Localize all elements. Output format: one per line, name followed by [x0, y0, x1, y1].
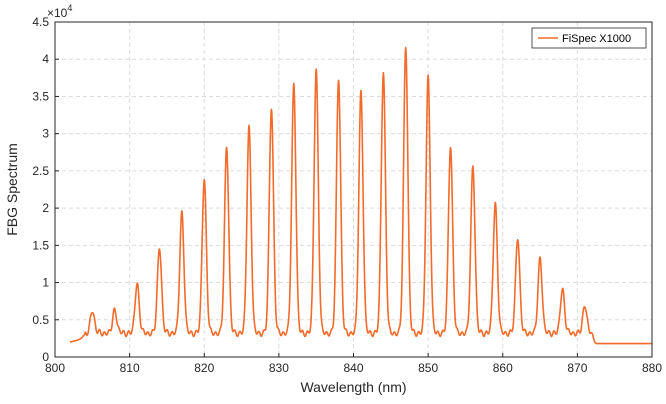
y-tick-label: 1.5	[32, 238, 49, 252]
y-tick-label: 3.5	[32, 89, 49, 103]
y-tick-label: 1	[42, 276, 49, 290]
y-axis-exponent: ×104	[47, 3, 72, 20]
x-tick-label: 800	[45, 361, 65, 375]
y-axis-exponent-power: 4	[67, 3, 72, 13]
y-tick-label: 4	[42, 52, 49, 66]
y-axis-label: FBG Spectrum	[4, 143, 20, 236]
grid-lines	[55, 22, 652, 357]
plot-area	[69, 46, 653, 345]
x-tick-label: 850	[418, 361, 438, 375]
y-tick-label: 0	[42, 350, 49, 364]
x-tick-label: 840	[343, 361, 363, 375]
series-line-fispec-x1000	[69, 46, 653, 345]
x-tick-label: 870	[567, 361, 587, 375]
legend-label-fispec-x1000: FiSpec X1000	[562, 33, 631, 45]
x-tick-label: 820	[194, 361, 214, 375]
legend-box	[531, 27, 647, 49]
y-tick-label: 3	[42, 127, 49, 141]
y-axis-exponent-base: ×10	[47, 6, 68, 20]
x-tick-label: 810	[120, 361, 140, 375]
x-axis-label: Wavelength (nm)	[300, 379, 406, 395]
x-tick-label: 880	[642, 361, 662, 375]
x-tick-label: 830	[269, 361, 289, 375]
y-tick-label: 2.5	[32, 164, 49, 178]
y-tick-label: 4.5	[32, 15, 49, 29]
x-axis-ticks: 800 810 820 830 840 850 860 870 880	[45, 353, 662, 375]
y-tick-label: 0.5	[32, 313, 49, 327]
x-tick-label: 860	[493, 361, 513, 375]
y-tick-label: 2	[42, 201, 49, 215]
legend: FiSpec X1000	[531, 27, 647, 49]
y-axis-ticks: 0 0.5 1 1.5 2 2.5 3 3.5 4 4.5	[32, 15, 59, 364]
